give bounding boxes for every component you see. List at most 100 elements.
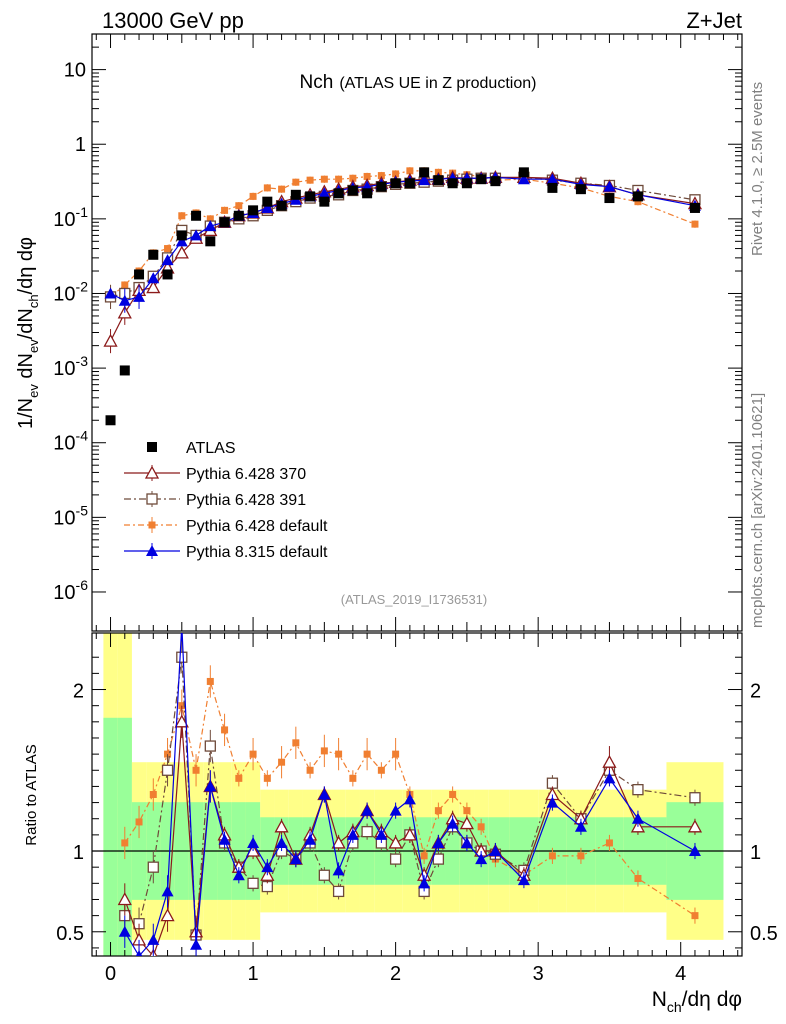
ratio-point: [318, 788, 331, 800]
ratio-y-axis-label: Ratio to ATLAS: [23, 744, 40, 845]
ratio-tick-label-right: 1: [750, 842, 761, 864]
x-tick-label: 1: [248, 963, 259, 985]
data-point: [176, 230, 187, 241]
data-point: [604, 193, 615, 204]
ratio-point: [117, 892, 132, 906]
band-inner: [103, 717, 118, 956]
data-point: [419, 167, 430, 178]
legend-label: Pythia 6.428 370: [186, 466, 306, 483]
ratio-point: [363, 750, 371, 758]
ratio-point: [346, 828, 359, 840]
ratio-point: [432, 853, 445, 865]
data-point: [517, 173, 530, 185]
x-tick-label: 2: [390, 963, 401, 985]
data-point: [306, 176, 314, 184]
ratio-point: [247, 836, 260, 848]
plot-title-main: Nch: [300, 72, 334, 93]
x-tick-label: 0: [105, 963, 116, 985]
data-point: [248, 205, 259, 216]
ratio-point: [306, 766, 314, 774]
data-point: [305, 191, 316, 202]
ratio-point: [335, 750, 343, 758]
legend-marker: [146, 545, 158, 556]
ratio-point: [631, 812, 644, 824]
ratio-point: [204, 780, 217, 792]
ratio-point: [687, 819, 703, 833]
data-point: [318, 187, 331, 199]
data-point: [691, 220, 699, 228]
rivet-version-label: Rivet 4.1.0, ≥ 2.5M events: [749, 82, 766, 256]
ratio-series-4: [118, 633, 701, 956]
legend-marker: [146, 493, 158, 505]
series-line: [110, 170, 696, 298]
ratio-tick-label: 1: [73, 842, 84, 864]
data-point: [276, 200, 287, 211]
ratio-point: [375, 828, 388, 840]
data-point: [603, 180, 616, 192]
ratio-point: [206, 677, 214, 685]
x-tick-label: 4: [675, 963, 686, 985]
data-point: [447, 178, 458, 189]
data-point: [347, 185, 358, 196]
ratio-point: [349, 774, 357, 782]
ratio-point: [434, 807, 442, 815]
data-point: [406, 167, 414, 175]
ratio-point: [261, 861, 274, 873]
data-point: [377, 172, 385, 180]
data-point: [362, 188, 373, 199]
ratio-point: [388, 835, 403, 849]
ratio-point: [475, 853, 488, 865]
ratio-point: [605, 839, 613, 847]
data-point: [320, 175, 328, 183]
ratio-point: [418, 877, 431, 889]
ratio-point: [460, 836, 473, 848]
data-point: [147, 272, 160, 284]
ratio-point: [176, 651, 188, 663]
ratio-panel-frame: [91, 632, 743, 957]
header-left: 13000 GeV pp: [102, 8, 244, 33]
ratio-point: [147, 861, 159, 873]
ratio-uncertainty-bands: [103, 633, 724, 956]
data-point: [164, 245, 172, 253]
data-point: [418, 174, 431, 186]
ratio-point: [147, 933, 160, 945]
data-point: [205, 236, 216, 247]
ratio-point: [688, 845, 701, 857]
legend-label: Pythia 8.315 default: [186, 544, 328, 561]
ratio-point: [331, 835, 346, 849]
data-point: [376, 181, 387, 192]
ratio-point: [361, 825, 373, 838]
ratio-point: [446, 817, 459, 829]
data-point: [235, 202, 243, 210]
ratio-point: [289, 853, 302, 865]
legend-entry: Pythia 6.428 default: [124, 517, 328, 535]
series-line: [110, 176, 696, 302]
series-line: [109, 176, 696, 342]
legend-entry: Pythia 6.428 391: [124, 491, 306, 509]
ratio-point: [274, 819, 289, 833]
data-point: [191, 210, 202, 221]
ratio-tick-label-right: 0.5: [750, 923, 778, 945]
ratio-point: [402, 827, 417, 841]
data-point: [575, 184, 586, 195]
ratio-point: [477, 823, 485, 831]
ratio-point: [489, 845, 502, 857]
y-tick-label: 10-5: [53, 502, 88, 529]
data-point: [134, 269, 145, 280]
ratio-point: [403, 793, 416, 805]
data-point: [175, 235, 188, 247]
data-point: [546, 173, 559, 185]
data-point: [689, 202, 700, 213]
header-right: Z+Jet: [686, 8, 742, 33]
ratio-point: [249, 750, 257, 758]
ratio-point: [263, 774, 271, 782]
x-axis-label: Nch/dη dφ: [652, 988, 742, 1015]
main-y-axis-label: 1/Nev dNev/dNch/dη dφ: [15, 237, 41, 429]
ratio-point: [278, 758, 286, 766]
data-point: [262, 196, 273, 207]
ratio-point: [377, 766, 385, 774]
ratio-point: [432, 836, 445, 848]
data-point: [174, 245, 189, 259]
data-point: [278, 185, 286, 193]
